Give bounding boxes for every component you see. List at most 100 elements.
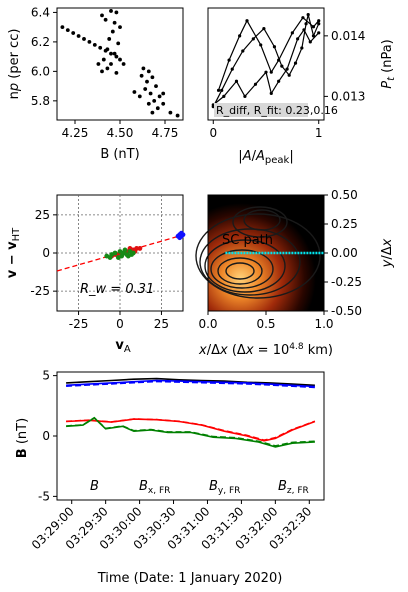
data-point — [148, 91, 153, 96]
x-tick-label: 1.0 — [314, 317, 333, 331]
data-point — [121, 62, 126, 66]
data-point — [87, 39, 92, 44]
data-point — [143, 87, 148, 91]
y-tick-label: -0.25 — [331, 275, 362, 289]
data-point — [269, 91, 273, 95]
x-tick-label: 0.0 — [198, 317, 217, 331]
x-axis-label: Time (Date: 1 January 2020) — [97, 571, 283, 586]
data-point — [178, 233, 184, 239]
legend-b: B — [90, 479, 99, 494]
data-point — [110, 29, 115, 34]
series-line — [66, 379, 315, 388]
data-point — [234, 79, 239, 83]
series-line-fit — [66, 380, 315, 389]
data-point — [116, 41, 121, 46]
data-point — [150, 75, 155, 80]
x-axis-label: x/Δx (Δx = 104.8 km) — [198, 342, 333, 358]
data-point — [317, 31, 321, 35]
data-point — [137, 94, 142, 99]
x-tick-label: 4.50 — [107, 126, 134, 140]
data-point — [96, 62, 101, 66]
data-point — [311, 25, 316, 29]
annotation-rdiff-rfit: R_diff, R_fit: 0.23,0.16 — [216, 104, 338, 117]
data-point — [118, 25, 122, 30]
data-point — [137, 246, 143, 251]
data-point — [222, 94, 226, 98]
y-tick-label: 6.2 — [31, 35, 50, 49]
x-tick-label: 4.25 — [62, 126, 89, 140]
panel-np-vs-b: 4.25 4.50 4.75 5.8 6.0 6.2 6.4 np (per cc) B (… — [7, 5, 184, 162]
y-axis-label: B (nT) — [15, 418, 30, 458]
plot-frame — [207, 194, 325, 312]
data-point — [60, 25, 65, 30]
data-point — [129, 252, 135, 257]
y-tick-label: 25 — [35, 208, 50, 222]
data-point — [293, 61, 298, 65]
series-line-fit — [66, 418, 316, 441]
legend: B Bx, FR By, FR Bz, FR — [90, 479, 309, 496]
series-line — [66, 377, 315, 387]
data-point — [141, 66, 146, 71]
data-point — [98, 45, 103, 50]
series-line — [66, 418, 316, 442]
data-point — [317, 22, 321, 26]
panel-walen: -25 0 25 -25 0 25 v − vHT vA R_w = 0.31 — [5, 194, 186, 355]
data-point — [287, 73, 291, 77]
data-point — [112, 51, 117, 56]
data-point — [296, 37, 300, 41]
data-point — [311, 34, 316, 38]
y-tick-label: 5 — [42, 369, 50, 383]
data-point — [301, 16, 305, 20]
data-point — [118, 57, 122, 62]
x-tick-label: 25 — [154, 317, 169, 331]
data-point — [82, 37, 86, 41]
data-point — [109, 51, 113, 56]
panel-map: 0.0 0.5 1.0-0.50-0.250.000.250.50 SC path … — [195, 188, 395, 358]
y-tick-label: 0.00 — [331, 246, 358, 260]
y-axis-label: v − vHT — [5, 227, 22, 278]
data-point — [227, 58, 231, 62]
x-axis-label: vA — [115, 338, 130, 355]
y-tick-label: -5 — [38, 489, 50, 503]
y-tick-label: 0.25 — [331, 217, 358, 231]
y-tick-label: 6.0 — [31, 64, 50, 78]
data-point — [100, 13, 104, 18]
data-point — [112, 250, 118, 256]
data-point — [107, 255, 113, 260]
annotation-box — [214, 103, 308, 117]
data-point — [71, 31, 76, 35]
data-point — [168, 110, 173, 115]
data-point — [220, 88, 224, 92]
data-point — [230, 67, 234, 71]
x-tick-label: 0 — [116, 317, 124, 331]
data-point — [253, 82, 258, 86]
legend-bz: Bz, FR — [278, 479, 309, 496]
data-point — [280, 64, 284, 68]
data-point — [317, 19, 321, 23]
x-tick-label: 0.5 — [256, 317, 275, 331]
data-point — [154, 84, 158, 89]
data-point — [112, 20, 117, 25]
data-point — [238, 34, 242, 38]
data-point — [175, 113, 180, 118]
data-point — [103, 17, 108, 22]
data-point — [146, 69, 151, 74]
data-point — [107, 37, 112, 41]
data-point — [161, 101, 166, 106]
y-tick-label: 6.4 — [31, 5, 50, 19]
data-point — [105, 66, 110, 71]
y-tick-label: 0.50 — [331, 188, 358, 202]
legend-by: By, FR — [209, 479, 240, 496]
x-axis-label: B (nT) — [100, 147, 139, 162]
panel-pt-vs-a: 0 1 0.013 0.014 R_diff, R_fit: 0.23,0.16 Pt… — [207, 7, 397, 166]
data-point — [114, 10, 119, 15]
data-point — [264, 70, 268, 74]
series-line-fit — [66, 416, 315, 447]
data-point — [152, 98, 157, 103]
data-point — [216, 88, 221, 92]
data-point — [109, 9, 113, 13]
y-tick-label: 5.8 — [31, 94, 50, 108]
sc-path-label: SC path — [222, 233, 273, 248]
data-point — [251, 37, 255, 41]
